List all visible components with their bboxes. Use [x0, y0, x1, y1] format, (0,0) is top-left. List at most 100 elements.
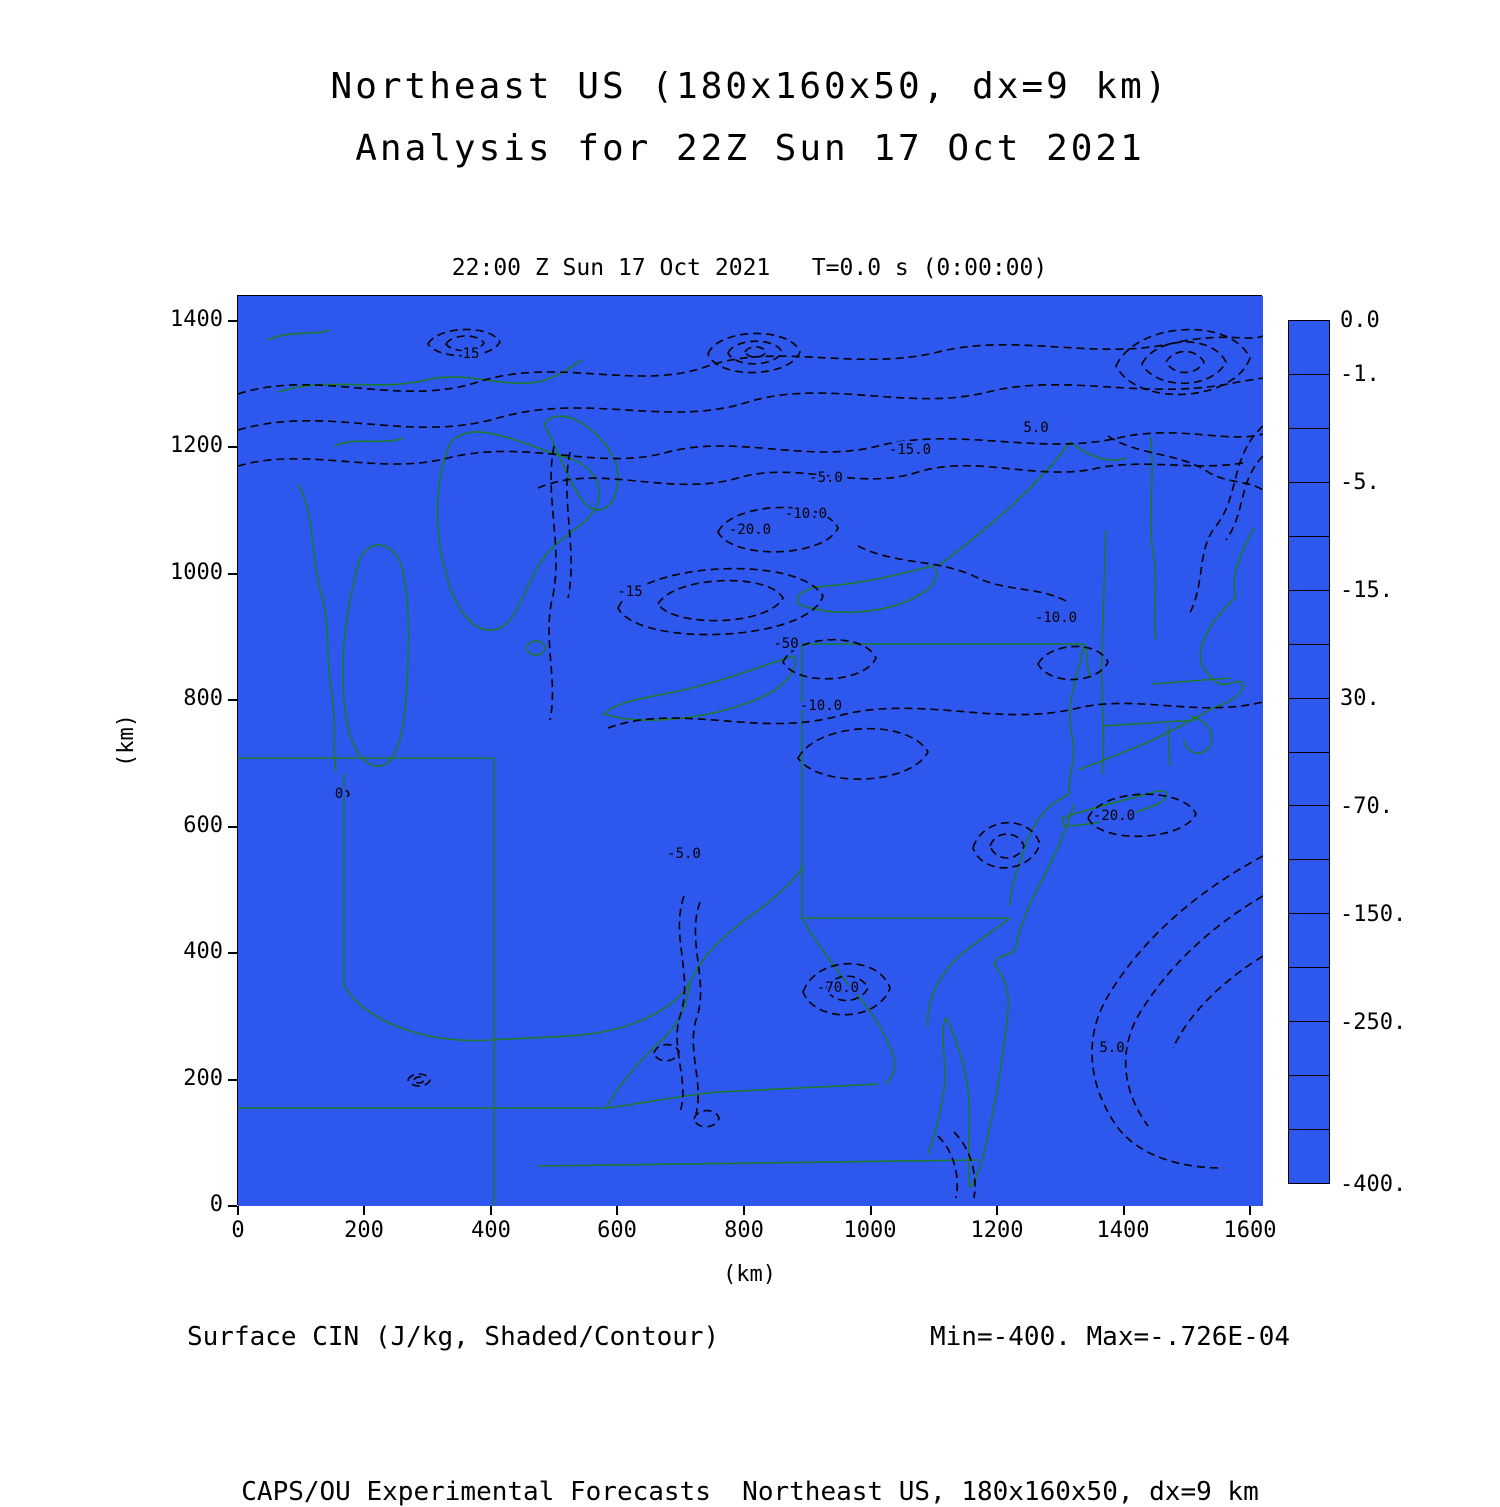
colorbar-cell: [1289, 645, 1329, 699]
footer-credit: CAPS/OU Experimental Forecasts Northeast…: [241, 1477, 1259, 1507]
contour-loop: [717, 506, 839, 553]
min-max-values: Min=-400. Max=-.726E-04: [930, 1322, 1291, 1352]
colorbar-label: -400.: [1340, 1172, 1407, 1197]
north-shore-lines: [267, 329, 583, 447]
x-tick-mark: [616, 1206, 618, 1215]
contour-line: [607, 701, 1263, 729]
x-tick-label: 1600: [1223, 1218, 1277, 1243]
x-tick-label: 200: [344, 1218, 384, 1243]
y-tick-mark: [228, 699, 237, 701]
new-england-borders: [1100, 435, 1231, 775]
contour-loop: [782, 638, 877, 680]
colorbar-cell: [1289, 483, 1329, 537]
geography-borders: [238, 329, 1255, 1206]
state-border-nj: [1009, 643, 1085, 907]
y-tick-label: 800: [183, 686, 223, 711]
field-shading: [238, 296, 1263, 1206]
colorbar-cell: [1289, 914, 1329, 969]
map-plot: 15 -5.0 -15.0 5.0 -10.0 -20.0 -15 -50 -1…: [237, 295, 1263, 1206]
colorbar-label: -1.: [1340, 362, 1380, 387]
contour-loop: [797, 727, 929, 780]
lake-ontario: [796, 565, 938, 613]
contour-loop: [407, 1073, 431, 1087]
x-tick-label: 1400: [1096, 1218, 1150, 1243]
contour-loop: [1037, 645, 1109, 681]
colorbar-label: 30.: [1340, 686, 1380, 711]
contour-loop: [707, 332, 801, 374]
lake-erie: [602, 655, 797, 721]
x-tick-label: 800: [724, 1218, 764, 1243]
contour-loop: [1087, 793, 1197, 838]
colorbar-cell: [1289, 968, 1329, 1023]
contour-label: 0: [335, 786, 343, 802]
colorbar-cell: [1289, 429, 1329, 483]
contour-label: -5.0: [809, 470, 843, 486]
y-tick-mark: [228, 320, 237, 322]
contour-line: [676, 895, 702, 1115]
contour-line: [238, 377, 1263, 431]
field-description: Surface CIN (J/kg, Shaded/Contour): [187, 1322, 720, 1352]
contour-loop: [653, 1043, 720, 1128]
state-border-wv-va: [801, 917, 896, 1085]
colorbar-cell: [1289, 1076, 1329, 1131]
colorbar: [1288, 320, 1330, 1184]
colorbar-cell: [1289, 753, 1329, 807]
contour-line: [1091, 855, 1263, 1169]
contour-label: -10.0: [1035, 610, 1077, 626]
x-tick-mark: [1123, 1206, 1125, 1215]
contour-label: -15: [617, 584, 642, 600]
cape-cod: [1183, 715, 1213, 754]
colorbar-label: -70.: [1340, 794, 1393, 819]
ohio-river: [343, 774, 805, 1042]
colorbar-cell: [1289, 321, 1329, 375]
contour-loop: [334, 788, 350, 800]
contour-label: 15: [463, 346, 480, 362]
nj-delmarva-coast: [969, 803, 1075, 1189]
y-tick-mark: [228, 446, 237, 448]
contour-label: -10.0: [785, 506, 827, 522]
x-tick-mark: [490, 1206, 492, 1215]
contour-line: [937, 1131, 976, 1199]
new-england-coast: [1077, 527, 1255, 771]
colorbar-cell: [1289, 806, 1329, 861]
contour-label: 5.0: [1023, 420, 1048, 436]
long-island: [1061, 790, 1168, 827]
x-tick-mark: [743, 1206, 745, 1215]
state-border-mi-in-oh: [238, 757, 495, 1206]
x-tick-label: 600: [597, 1218, 637, 1243]
y-tick-mark: [228, 1079, 237, 1081]
colorbar-cell: [1289, 537, 1329, 591]
contour-label: -5.0: [667, 846, 701, 862]
x-tick-mark: [870, 1206, 872, 1215]
lake-st-clair: [526, 640, 546, 656]
page-title-line2: Analysis for 22Z Sun 17 Oct 2021: [355, 128, 1145, 169]
y-tick-mark: [228, 952, 237, 954]
colorbar-label: -5.: [1340, 470, 1380, 495]
contour-loop: [427, 328, 501, 357]
x-tick-label: 1200: [970, 1218, 1024, 1243]
colorbar-cell: [1289, 375, 1329, 429]
x-tick-label: 400: [471, 1218, 511, 1243]
potomac-river: [926, 917, 1011, 1027]
state-border-ky-va: [605, 981, 691, 1109]
y-tick-label: 0: [209, 1192, 223, 1217]
y-axis-title: (km): [113, 714, 139, 767]
colorbar-cell: [1289, 860, 1329, 915]
colorbar-cell: [1289, 591, 1329, 645]
x-tick-mark: [1249, 1206, 1251, 1215]
contour-label: -10.0: [800, 698, 842, 714]
st-lawrence-border: [937, 441, 1127, 567]
colorbar-cell: [1289, 1022, 1329, 1077]
y-tick-mark: [228, 1205, 237, 1207]
x-axis-title: (km): [723, 1262, 776, 1287]
x-tick-mark: [996, 1206, 998, 1215]
colorbar-cell: [1289, 1130, 1329, 1183]
contour-loop: [617, 567, 824, 636]
y-tick-mark: [228, 826, 237, 828]
contour-loop: [972, 821, 1041, 869]
contour-line: [238, 432, 1263, 467]
wisconsin-shore: [297, 483, 337, 773]
contour-line: [1107, 425, 1263, 617]
contour-loop: [1115, 328, 1251, 396]
contour-line: [857, 545, 1069, 603]
